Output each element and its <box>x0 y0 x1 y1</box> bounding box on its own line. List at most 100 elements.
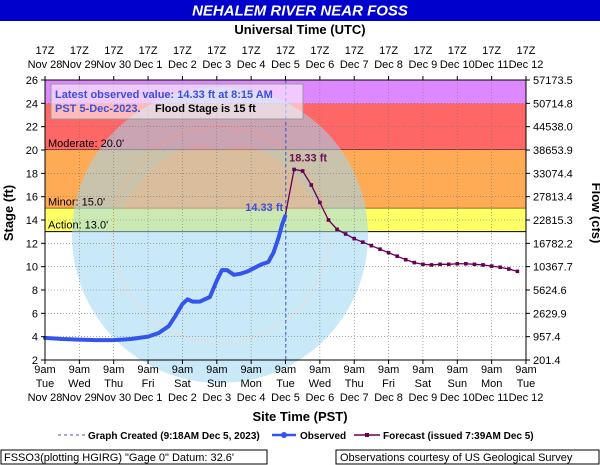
utc-tick-date: Dec 10 <box>440 59 475 71</box>
time-tick-day: Tue <box>517 378 536 390</box>
stage-tick-label: 12 <box>26 238 38 250</box>
peak-label: 18.33 ft <box>289 152 327 164</box>
utc-tick-date: Nov 29 <box>62 59 97 71</box>
flow-tick-label: 57173.5 <box>533 75 573 87</box>
time-tick-hour: 9am <box>344 364 365 376</box>
utc-tick-hour: 17Z <box>36 45 55 57</box>
utc-tick-date: Nov 30 <box>96 59 131 71</box>
forecast-point <box>300 169 305 173</box>
time-tick-hour: 9am <box>275 364 296 376</box>
time-tick-hour: 9am <box>172 364 193 376</box>
time-tick-day: Thu <box>104 378 123 390</box>
legend: Graph Created (9:18AM Dec 5, 2023) Obser… <box>58 431 534 442</box>
utc-tick-hour: 17Z <box>482 45 501 57</box>
time-tick-day: Mon <box>481 378 502 390</box>
stage-tick-label: 24 <box>26 98 38 110</box>
latest-info-box: Latest observed value: 14.33 ft at 8:15 … <box>50 83 304 120</box>
time-tick-hour: 9am <box>137 364 158 376</box>
forecast-point <box>335 227 339 232</box>
forecast-point <box>507 267 511 271</box>
plot-area: Moderate: 20.0' Minor: 15.0' Action: 13.0'… <box>43 79 527 383</box>
time-tick-day: Fri <box>142 378 155 390</box>
utc-tick-date: Dec 3 <box>202 59 231 71</box>
footer-datum: FSSO3(plotting HGIRG) "Gage 0" Datum: 32… <box>4 452 234 464</box>
flow-tick-label: 33074.4 <box>533 168 573 180</box>
stage-tick-label: 8 <box>32 285 38 297</box>
utc-tick-hour: 17Z <box>70 45 89 57</box>
legend-observed-label: Observed <box>300 431 346 442</box>
legend-observed-marker <box>281 432 287 438</box>
utc-tick-hour: 17Z <box>379 45 398 57</box>
forecast-point <box>352 236 357 241</box>
time-tick-day: Sun <box>447 378 467 390</box>
time-tick-day: Fri <box>382 378 395 390</box>
info-line-1: Latest observed value: 14.33 ft at 8:15 … <box>55 89 273 101</box>
legend-created-label: Graph Created (9:18AM Dec 5, 2023) <box>88 431 260 442</box>
time-tick-hour: 9am <box>412 364 433 376</box>
flow-tick-label: 27813.4 <box>533 192 573 204</box>
utc-tick-date: Dec 2 <box>168 59 197 71</box>
utc-tick-date: Dec 9 <box>409 59 438 71</box>
utc-tick-hour: 17Z <box>207 45 226 57</box>
time-tick-day: Thu <box>345 378 364 390</box>
time-tick-date: Dec 1 <box>134 392 163 404</box>
time-tick-date: Dec 12 <box>509 392 544 404</box>
flow-axis-title: Flow (cfs) <box>589 183 600 244</box>
flow-tick-label: 2629.9 <box>533 308 567 320</box>
time-tick-day: Tue <box>276 378 295 390</box>
time-tick-date: Dec 8 <box>374 392 403 404</box>
utc-tick-hour: 17Z <box>310 45 329 57</box>
time-tick-date: Dec 7 <box>340 392 369 404</box>
latest-value-label: 14.33 ft <box>245 202 283 214</box>
forecast-series <box>284 167 520 274</box>
forecast-point <box>481 263 485 267</box>
flow-tick-label: 957.4 <box>533 332 561 344</box>
time-tick-hour: 9am <box>309 364 330 376</box>
forecast-point <box>343 232 348 236</box>
utc-tick-hour: 17Z <box>104 45 123 57</box>
utc-tick-date: Nov 28 <box>28 59 63 71</box>
forecast-point <box>498 265 503 270</box>
utc-tick-hour: 17Z <box>173 45 192 57</box>
time-tick-date: Dec 3 <box>202 392 231 404</box>
stage-tick-label: 18 <box>26 168 38 180</box>
forecast-point <box>395 254 399 258</box>
time-tick-hour: 9am <box>240 364 261 376</box>
time-tick-date: Dec 4 <box>237 392 266 404</box>
forecast-point <box>309 183 314 187</box>
utc-tick-date: Dec 8 <box>374 59 403 71</box>
top-axis-ticks: 17Z Nov 28 17Z Nov 29 17Z Nov 30 17Z Dec 1 17Z De… <box>28 45 543 80</box>
bottom-axis-title: Site Time (PST) <box>252 409 347 424</box>
utc-tick-date: Dec 1 <box>134 59 163 71</box>
observed-series <box>43 214 288 343</box>
time-tick-date: Dec 9 <box>409 392 438 404</box>
time-tick-hour: 9am <box>515 364 536 376</box>
top-axis-title: Universal Time (UTC) <box>234 22 365 37</box>
time-tick-date: Dec 5 <box>271 392 300 404</box>
time-tick-day: Mon <box>240 378 261 390</box>
time-tick-hour: 9am <box>103 364 124 376</box>
time-tick-date: Nov 28 <box>28 392 63 404</box>
utc-tick-date: Dec 7 <box>340 59 369 71</box>
utc-tick-hour: 17Z <box>413 45 432 57</box>
footer-credit: Observations courtesy of US Geological S… <box>340 452 573 464</box>
footer-left-box <box>0 449 268 465</box>
forecast-point <box>326 218 331 222</box>
flood-zone-labels: Moderate: 20.0' Minor: 15.0' Action: 13.0' <box>48 138 124 232</box>
time-tick-date: Dec 11 <box>475 392 509 404</box>
forecast-point <box>515 269 520 274</box>
forecast-point <box>412 260 417 265</box>
flow-tick-label: 22815.3 <box>533 215 573 227</box>
flow-tick-label: 44538.0 <box>533 122 573 134</box>
zone-label: Action: 13.0' <box>48 220 108 232</box>
time-tick-date: Dec 6 <box>305 392 334 404</box>
utc-tick-date: Dec 5 <box>271 59 300 71</box>
time-tick-date: Nov 30 <box>96 392 131 404</box>
stage-tick-label: 20 <box>26 145 38 157</box>
forecast-point <box>369 243 374 248</box>
legend-forecast-marker <box>365 433 369 437</box>
time-axis-ticks: 9am Tue Nov 28 9am Wed Nov 29 9am Thu Nov 30 9am F… <box>28 360 544 404</box>
forecast-point <box>489 264 494 268</box>
